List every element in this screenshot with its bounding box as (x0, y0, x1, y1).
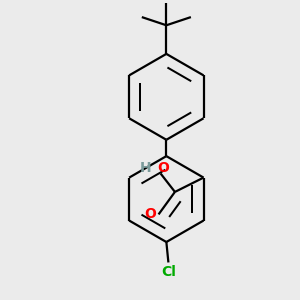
Text: H: H (140, 161, 151, 176)
Text: Cl: Cl (161, 265, 176, 279)
Text: O: O (144, 207, 156, 221)
Text: O: O (158, 161, 170, 176)
